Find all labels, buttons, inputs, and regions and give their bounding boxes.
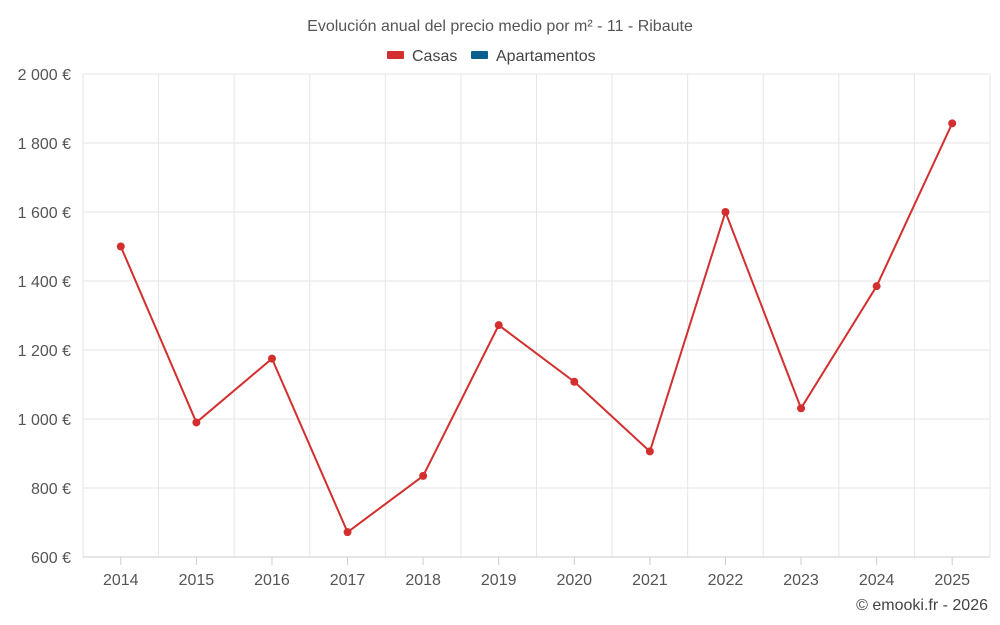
data-point-casas[interactable] — [872, 282, 881, 291]
data-point-casas[interactable] — [494, 321, 503, 330]
y-tick-label: 1 200 € — [18, 343, 71, 360]
x-tick-label: 2014 — [103, 572, 139, 589]
chart-title: Evolución anual del precio medio por m² … — [307, 18, 693, 35]
legend-swatch-apartamentos — [471, 51, 488, 59]
legend-label-casas: Casas — [412, 48, 457, 65]
data-point-casas[interactable] — [192, 418, 201, 427]
data-point-casas[interactable] — [721, 208, 730, 216]
legend: Casas Apartamentos — [387, 48, 596, 65]
y-tick-label: 1 800 € — [18, 136, 71, 153]
series-casas — [116, 119, 957, 537]
y-tick-label: 1 000 € — [18, 412, 71, 429]
y-tick-label: 1 400 € — [18, 274, 71, 291]
data-point-casas[interactable] — [116, 242, 125, 251]
x-tick-label: 2021 — [632, 572, 668, 589]
x-tick-label: 2019 — [481, 572, 517, 589]
x-tick-label: 2022 — [708, 572, 744, 589]
data-point-casas[interactable] — [267, 354, 276, 363]
x-axis-labels: 2014 2015 2016 2017 2018 2019 2020 2021 2022 2023… — [103, 557, 970, 589]
legend-item-apartamentos[interactable]: Apartamentos — [471, 48, 596, 65]
y-tick-label: 2 000 € — [18, 67, 71, 84]
y-tick-label: 600 € — [31, 550, 71, 567]
legend-item-casas[interactable]: Casas — [387, 48, 457, 65]
legend-swatch-casas — [387, 51, 404, 59]
y-tick-label: 800 € — [31, 481, 71, 498]
data-point-casas[interactable] — [570, 377, 579, 386]
data-point-casas[interactable] — [419, 471, 428, 480]
x-tick-label: 2018 — [405, 572, 441, 589]
x-gridlines — [82, 74, 991, 557]
x-tick-label: 2016 — [254, 572, 290, 589]
legend-label-apartamentos: Apartamentos — [496, 48, 596, 65]
x-tick-label: 2024 — [859, 572, 895, 589]
x-tick-label: 2025 — [934, 572, 970, 589]
series-line-casas — [119, 122, 954, 534]
data-point-casas[interactable] — [797, 404, 806, 413]
data-point-casas[interactable] — [645, 447, 654, 456]
x-tick-label: 2020 — [556, 572, 592, 589]
credit-text: © emooki.fr - 2026 — [856, 597, 988, 614]
y-tick-label: 1 600 € — [18, 205, 71, 222]
x-tick-label: 2023 — [783, 572, 819, 589]
x-tick-label: 2017 — [330, 572, 366, 589]
x-tick-label: 2015 — [179, 572, 215, 589]
y-axis-labels: 2 000 € 1 800 € 1 600 € 1 400 € 1 200 € 1 000… — [18, 67, 71, 567]
data-point-casas[interactable] — [948, 119, 957, 128]
data-point-casas[interactable] — [343, 528, 352, 537]
